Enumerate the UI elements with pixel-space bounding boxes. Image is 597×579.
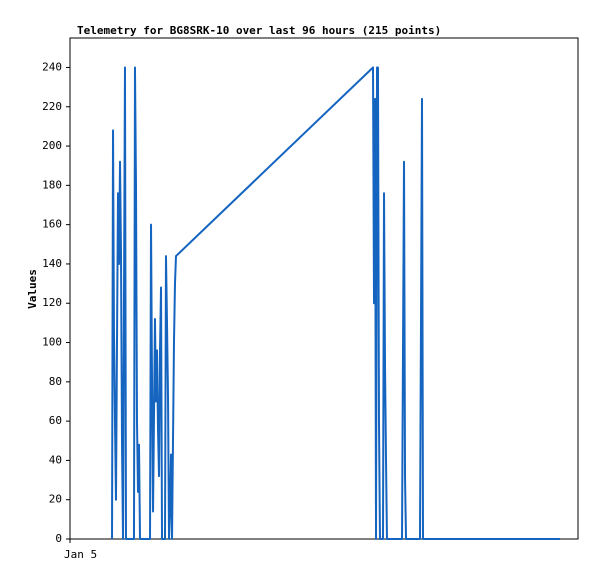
y-tick-label: 220 (42, 100, 62, 113)
y-tick-label: 20 (49, 493, 62, 506)
y-axis-label: Values (26, 269, 39, 309)
y-tick-label: 100 (42, 336, 62, 349)
y-tick-label: 80 (49, 375, 62, 388)
y-tick-label: 40 (49, 453, 62, 466)
y-tick-label: 240 (42, 60, 62, 73)
y-tick-label: 60 (49, 414, 62, 427)
y-tick-label: 0 (55, 532, 62, 545)
y-tick-label: 120 (42, 296, 62, 309)
y-tick-label: 160 (42, 218, 62, 231)
chart-title: Telemetry for BG8SRK-10 over last 96 hou… (77, 24, 441, 37)
data-line (111, 66, 561, 540)
y-tick-label: 180 (42, 178, 62, 191)
y-tick-label: 140 (42, 257, 62, 270)
x-tick-label: Jan 5 (64, 548, 97, 561)
y-tick-label: 200 (42, 139, 62, 152)
plot-frame (69, 37, 579, 540)
